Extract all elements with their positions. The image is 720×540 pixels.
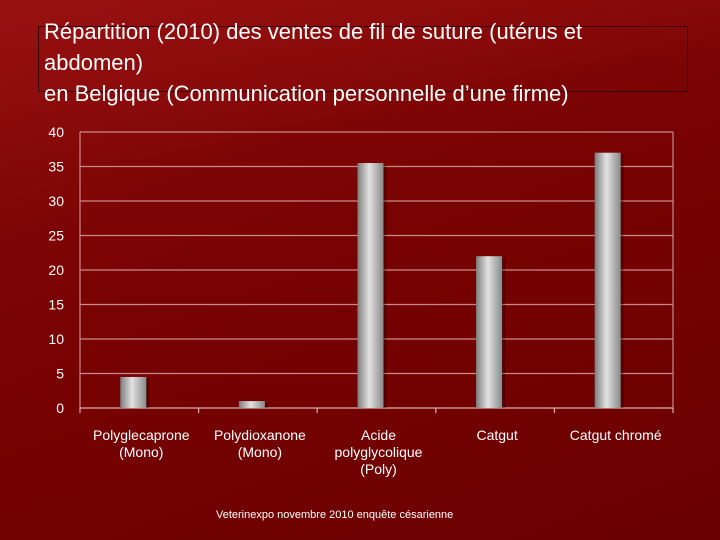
x-tick-label: Acide — [361, 427, 396, 443]
x-tick-label: Polydioxanone — [214, 427, 306, 443]
x-tick-label: Catgut chromé — [570, 427, 662, 443]
x-tick-label: Catgut — [476, 427, 517, 443]
bar — [120, 376, 147, 408]
x-tick-label: polyglycolique — [335, 444, 423, 460]
x-tick-label: (Mono) — [238, 444, 282, 460]
bars — [120, 152, 624, 408]
title-line-1: Répartition (2010) des ventes de fil de … — [44, 19, 583, 44]
title-frame — [38, 26, 688, 92]
y-tick-label: 35 — [48, 159, 64, 175]
x-tick-label: Polyglecaprone — [93, 427, 190, 443]
bar — [594, 152, 621, 408]
x-tick-label: (Poly) — [360, 461, 397, 477]
slide-title: Répartition (2010) des ventes de fil de … — [44, 16, 704, 109]
bar — [238, 401, 265, 408]
title-line-2: abdomen) — [44, 50, 144, 75]
y-tick-label: 15 — [48, 297, 64, 313]
y-tick-label: 0 — [56, 400, 64, 416]
footer-note: Veterinexpo novembre 2010 enquête césari… — [216, 509, 454, 521]
y-tick-label: 30 — [48, 193, 64, 209]
y-tick-label: 5 — [56, 366, 64, 382]
y-tick-label: 40 — [48, 124, 64, 140]
bar — [476, 256, 503, 408]
bar — [357, 163, 384, 408]
x-tick-label: (Mono) — [119, 444, 163, 460]
title-line-3: en Belgique (Communication personnelle d… — [44, 81, 569, 106]
y-tick-label: 10 — [48, 331, 64, 347]
labels: 0510152025303540Polyglecaprone(Mono)Poly… — [48, 124, 661, 477]
y-tick-label: 25 — [48, 228, 64, 244]
y-tick-label: 20 — [48, 262, 64, 278]
